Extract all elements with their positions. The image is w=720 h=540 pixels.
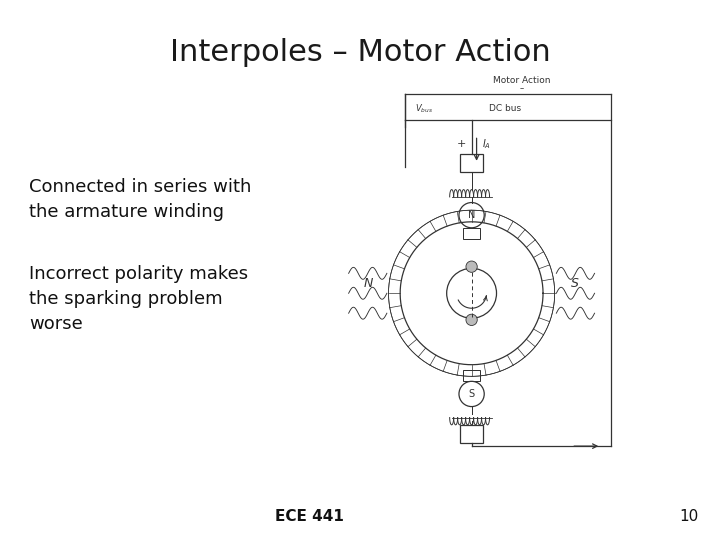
Text: S: S (469, 389, 474, 399)
Text: Interpoles – Motor Action: Interpoles – Motor Action (170, 38, 550, 67)
Text: S: S (571, 277, 579, 290)
Bar (460, 154, 483, 172)
Text: $I_A$: $I_A$ (482, 137, 491, 151)
Text: DC bus: DC bus (489, 104, 521, 113)
Circle shape (466, 314, 477, 326)
Text: Motor Action: Motor Action (492, 76, 550, 85)
Text: –: – (519, 84, 523, 93)
Text: Connected in series with
the armature winding: Connected in series with the armature wi… (29, 178, 251, 221)
Bar (463, 370, 480, 381)
Text: +: + (457, 139, 467, 148)
Text: ECE 441: ECE 441 (275, 509, 344, 524)
Text: Incorrect polarity makes
the sparking problem
worse: Incorrect polarity makes the sparking pr… (29, 265, 248, 333)
Bar (463, 228, 480, 239)
Circle shape (466, 261, 477, 272)
Text: N: N (468, 210, 475, 220)
Bar (460, 425, 483, 443)
Text: N: N (364, 277, 373, 290)
Text: 10: 10 (679, 509, 698, 524)
Text: $V_{bus}$: $V_{bus}$ (415, 103, 433, 115)
